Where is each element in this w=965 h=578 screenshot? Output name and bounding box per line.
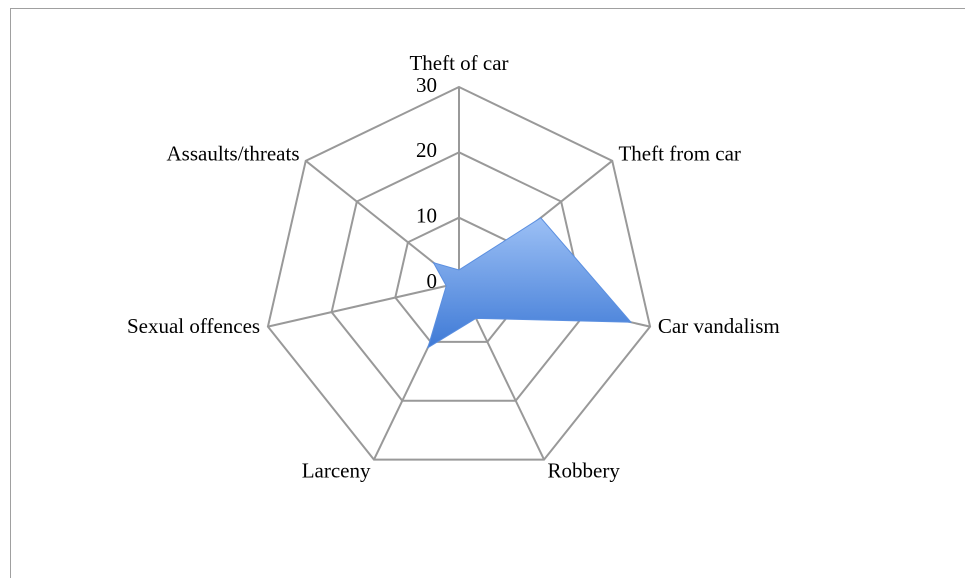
r-tick-label: 30 bbox=[416, 73, 437, 97]
category-label: Theft from car bbox=[618, 142, 740, 166]
r-tick-label: 20 bbox=[416, 138, 437, 162]
category-label: Sexual offences bbox=[127, 314, 260, 338]
category-label: Robbery bbox=[548, 459, 621, 483]
frame bbox=[10, 8, 965, 578]
category-label: Larceny bbox=[302, 459, 371, 483]
category-label: Car vandalism bbox=[658, 314, 780, 338]
area bbox=[426, 217, 633, 349]
r-tick-label: 10 bbox=[416, 203, 437, 227]
category-label: Assaults/threats bbox=[167, 142, 300, 166]
grid-ring bbox=[266, 85, 652, 461]
grid-ring bbox=[330, 151, 588, 402]
category-label: Theft of car bbox=[409, 51, 508, 75]
spoke bbox=[267, 282, 460, 328]
r-tick-label: 0 bbox=[427, 269, 438, 293]
